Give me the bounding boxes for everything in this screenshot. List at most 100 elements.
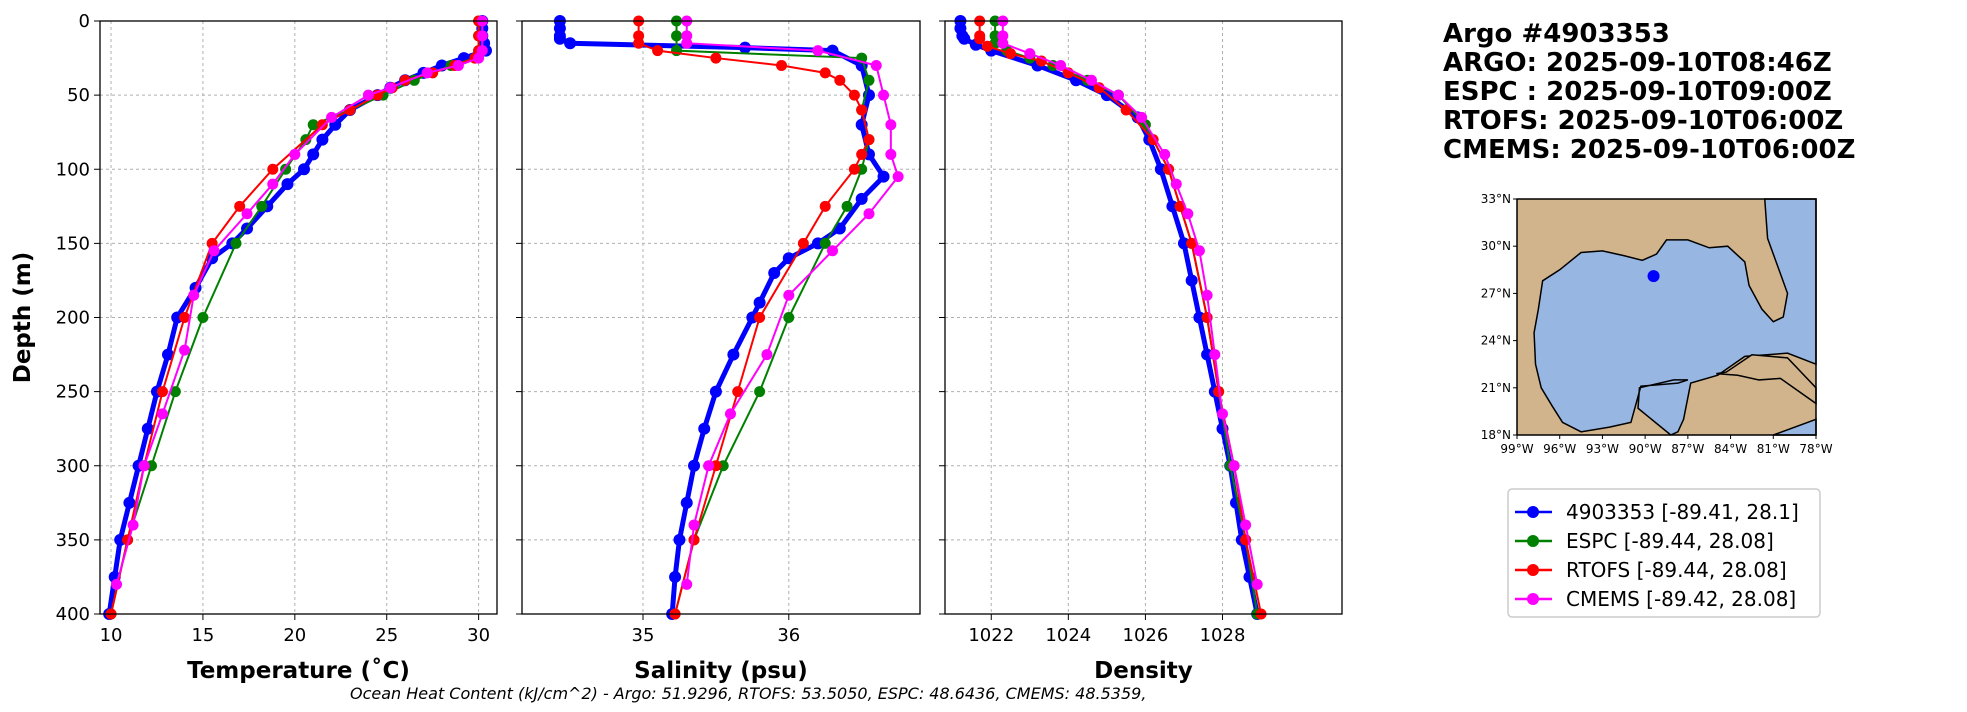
data-point-cmems [892,171,904,183]
data-point-cmems [188,289,200,301]
data-point-cmems [885,119,897,131]
data-point-cmems [761,349,773,361]
data-point-4903353 [727,348,740,361]
data-point-espc [841,200,853,212]
data-point-cmems [783,289,795,301]
data-point-espc [671,30,683,42]
legend: 4903353 [-89.41, 28.1] ESPC [-89.44, 28.0… [1507,488,1821,618]
x-tick-label: 1026 [1123,625,1169,646]
y-axis-label: Depth (m) [10,252,36,384]
data-point-4903353 [1177,237,1190,250]
data-point-cmems [267,178,279,190]
data-point-cmems [289,148,301,160]
data-point-rtofs [819,200,831,212]
data-point-rtofs [179,312,191,323]
header-line: Argo #4903353 [1443,19,1670,49]
data-point-cmems [384,82,396,94]
data-point-cmems [1055,59,1067,71]
y-tick-label: 50 [67,85,90,106]
lat-tick-label: 24°N [1481,334,1511,348]
data-point-4903353 [709,385,722,398]
data-point-rtofs [848,89,860,101]
lat-tick-label: 33°N [1481,192,1511,206]
y-tick-label: 350 [56,530,90,551]
data-point-4903353 [1154,163,1167,176]
data-point-cmems [208,245,220,257]
x-tick-label: 1028 [1200,625,1246,646]
data-point-cmems [326,111,338,123]
panel-temperature: 0 50 100 150 200 250 300 350 400 10 15 20 25 30 Temper… [10,11,498,684]
legend-box [1507,488,1821,618]
data-point-cmems [1159,148,1171,160]
data-point-cmems [127,519,139,531]
x-axis-label: Temperature (˚C) [187,657,410,684]
y-tick-label: 0 [79,11,90,32]
data-point-4903353 [688,459,701,472]
data-point-4903353 [1185,274,1198,287]
data-point-rtofs [1147,134,1159,146]
float-location-marker [1647,270,1660,283]
data-point-rtofs [267,163,279,175]
data-point-cmems [703,460,715,472]
data-point-cmems [138,460,150,472]
y-tick-label: 200 [56,308,90,329]
data-point-4903353 [673,533,686,546]
data-point-4903353 [855,192,868,205]
data-point-4903353 [307,148,320,161]
legend-marker [1527,535,1539,547]
data-point-rtofs [1005,48,1017,60]
data-point-cmems [1136,111,1148,123]
data-point-cmems [1209,349,1221,361]
data-point-cmems [688,519,700,531]
data-point-espc [230,237,242,249]
header-line: ARGO: 2025-09-10T08:46Z [1443,48,1832,78]
data-point-rtofs [1120,104,1132,116]
x-tick-label: 25 [375,625,398,646]
ocean-heat-content-note: Ocean Heat Content (kJ/cm^2) - Argo: 51.… [350,684,1146,703]
lat-tick-label: 21°N [1481,381,1511,395]
x-axis-label: Salinity (psu) [634,658,808,684]
data-point-cmems [473,52,485,64]
data-point-4903353 [768,267,781,280]
data-point-cmems [362,89,374,101]
axes-frame [944,20,1343,615]
data-point-cmems [1085,74,1097,86]
gulf-of-mexico [1533,198,1817,436]
x-tick-label: 20 [283,625,306,646]
data-point-rtofs [856,104,868,116]
data-point-rtofs [856,148,868,160]
data-point-rtofs [981,40,993,52]
data-point-cmems [1217,408,1229,420]
data-point-espc [169,386,181,398]
cuba [1716,353,1817,405]
data-point-rtofs [863,134,875,146]
map-frame [1516,198,1817,436]
data-point-cmems [1201,289,1213,301]
data-point-cmems [179,344,191,356]
data-point-4903353 [298,163,311,176]
data-point-cmems [1251,578,1263,590]
header-line: ESPC : 2025-09-10T09:00Z [1443,77,1832,107]
data-point-espc [783,312,795,323]
data-point-rtofs [776,59,788,71]
data-point-cmems [870,59,882,71]
data-point-4903353 [316,133,329,146]
data-point-rtofs [819,67,831,79]
data-point-cmems [1228,460,1240,472]
data-point-cmems [878,89,890,101]
lon-tick-label: 93°W [1586,442,1619,456]
data-point-espc [819,237,831,249]
data-point-rtofs [710,52,722,64]
header-line: CMEMS: 2025-09-10T06:00Z [1443,135,1855,165]
data-point-cmems [863,208,875,220]
data-point-4903353 [1193,311,1206,324]
data-point-rtofs [754,312,766,323]
data-point-rtofs [633,37,645,49]
legend-marker [1527,506,1539,518]
panel-density: 1022 1024 1026 1028 Density [939,15,1343,684]
data-point-4903353 [1201,348,1214,361]
y-tick-label: 300 [56,456,90,477]
data-point-espc [307,119,319,131]
data-point-espc [863,74,875,86]
data-point-4903353 [698,422,711,435]
